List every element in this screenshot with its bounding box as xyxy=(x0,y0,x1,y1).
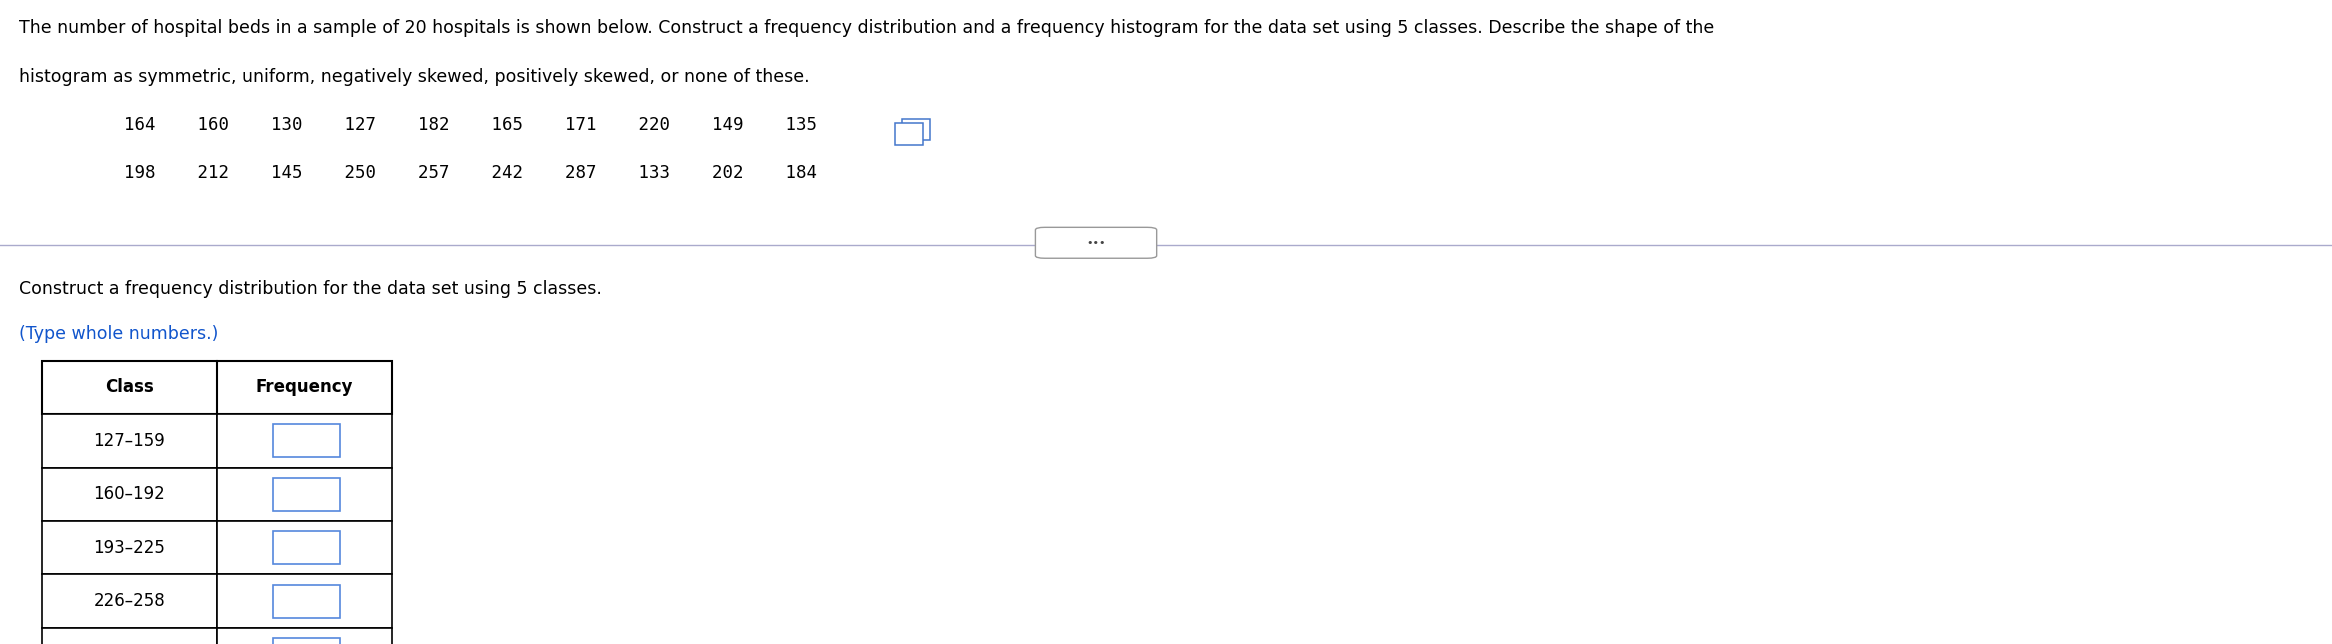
FancyBboxPatch shape xyxy=(42,468,217,521)
FancyBboxPatch shape xyxy=(217,414,392,468)
FancyBboxPatch shape xyxy=(273,531,340,564)
Text: 193–225: 193–225 xyxy=(93,539,166,556)
Text: The number of hospital beds in a sample of 20 hospitals is shown below. Construc: The number of hospital beds in a sample … xyxy=(19,19,1714,37)
FancyBboxPatch shape xyxy=(217,628,392,644)
Text: •••: ••• xyxy=(1087,238,1105,248)
Text: Construct a frequency distribution for the data set using 5 classes.: Construct a frequency distribution for t… xyxy=(19,280,602,298)
Text: 127–159: 127–159 xyxy=(93,432,166,450)
Text: 164    160    130    127    182    165    171    220    149    135: 164 160 130 127 182 165 171 220 149 135 xyxy=(124,116,816,134)
FancyBboxPatch shape xyxy=(42,521,217,574)
FancyBboxPatch shape xyxy=(42,361,392,414)
Text: 198    212    145    250    257    242    287    133    202    184: 198 212 145 250 257 242 287 133 202 184 xyxy=(124,164,816,182)
FancyBboxPatch shape xyxy=(1035,227,1157,258)
FancyBboxPatch shape xyxy=(273,478,340,511)
FancyBboxPatch shape xyxy=(217,468,392,521)
FancyBboxPatch shape xyxy=(902,118,930,140)
FancyBboxPatch shape xyxy=(895,123,923,145)
Text: Frequency: Frequency xyxy=(257,379,352,396)
Text: Class: Class xyxy=(105,379,154,396)
FancyBboxPatch shape xyxy=(42,414,217,468)
FancyBboxPatch shape xyxy=(42,574,217,628)
FancyBboxPatch shape xyxy=(273,585,340,618)
Text: (Type whole numbers.): (Type whole numbers.) xyxy=(19,325,217,343)
Text: histogram as symmetric, uniform, negatively skewed, positively skewed, or none o: histogram as symmetric, uniform, negativ… xyxy=(19,68,809,86)
Text: 226–258: 226–258 xyxy=(93,592,166,610)
FancyBboxPatch shape xyxy=(273,638,340,644)
FancyBboxPatch shape xyxy=(217,521,392,574)
FancyBboxPatch shape xyxy=(42,628,217,644)
FancyBboxPatch shape xyxy=(273,424,340,457)
FancyBboxPatch shape xyxy=(217,574,392,628)
Text: 160–192: 160–192 xyxy=(93,486,166,503)
